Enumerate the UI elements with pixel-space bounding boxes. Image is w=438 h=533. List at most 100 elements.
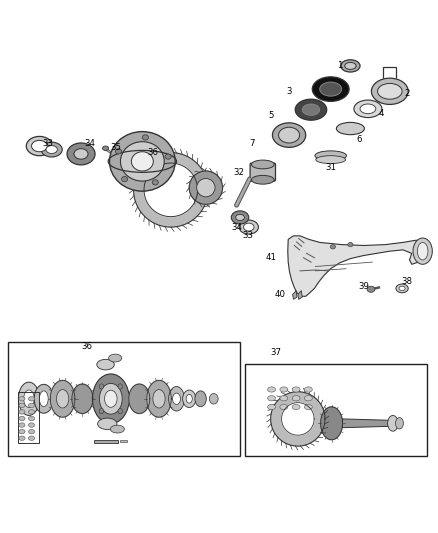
Ellipse shape	[272, 123, 306, 147]
Ellipse shape	[19, 430, 25, 434]
Bar	[245, 364, 427, 456]
Ellipse shape	[41, 142, 62, 157]
Ellipse shape	[280, 395, 288, 401]
Ellipse shape	[360, 104, 376, 114]
Ellipse shape	[183, 390, 196, 408]
Text: 33: 33	[42, 139, 54, 148]
Polygon shape	[282, 402, 314, 435]
Ellipse shape	[292, 387, 300, 392]
Ellipse shape	[279, 127, 300, 143]
Ellipse shape	[330, 245, 336, 249]
Ellipse shape	[28, 430, 35, 434]
Ellipse shape	[304, 387, 312, 392]
Ellipse shape	[99, 408, 104, 414]
Ellipse shape	[109, 354, 122, 362]
Text: 37: 37	[270, 348, 282, 357]
Ellipse shape	[231, 211, 249, 224]
Ellipse shape	[39, 391, 48, 407]
Ellipse shape	[34, 384, 53, 413]
Ellipse shape	[110, 425, 124, 433]
Ellipse shape	[26, 136, 53, 156]
Ellipse shape	[280, 405, 288, 410]
Polygon shape	[189, 171, 223, 204]
Polygon shape	[298, 290, 302, 300]
Ellipse shape	[320, 82, 342, 96]
Bar	[94, 440, 118, 443]
Ellipse shape	[341, 60, 360, 72]
Text: 2: 2	[405, 89, 410, 98]
Ellipse shape	[186, 394, 192, 403]
Ellipse shape	[169, 386, 184, 411]
Ellipse shape	[236, 214, 244, 221]
Ellipse shape	[102, 146, 109, 150]
Ellipse shape	[118, 384, 122, 389]
Text: 32: 32	[233, 168, 244, 177]
Ellipse shape	[153, 390, 165, 408]
Ellipse shape	[312, 77, 349, 101]
Ellipse shape	[195, 391, 206, 407]
Ellipse shape	[304, 395, 312, 401]
Ellipse shape	[152, 180, 159, 185]
Ellipse shape	[295, 99, 327, 120]
Polygon shape	[134, 152, 208, 227]
Text: 1: 1	[337, 61, 342, 69]
Ellipse shape	[19, 423, 25, 427]
Ellipse shape	[396, 284, 408, 293]
Ellipse shape	[304, 405, 312, 410]
Text: 39: 39	[358, 282, 369, 290]
Ellipse shape	[388, 415, 398, 431]
Ellipse shape	[92, 374, 129, 424]
Text: 38: 38	[402, 277, 413, 286]
Text: 40: 40	[275, 290, 286, 300]
Ellipse shape	[28, 436, 35, 440]
Ellipse shape	[18, 382, 39, 415]
Text: 36: 36	[148, 148, 159, 157]
Polygon shape	[129, 384, 150, 414]
Ellipse shape	[354, 100, 382, 118]
Ellipse shape	[98, 418, 117, 430]
Text: 33: 33	[242, 231, 253, 240]
Text: 7: 7	[249, 139, 254, 148]
Ellipse shape	[316, 156, 346, 164]
FancyBboxPatch shape	[250, 163, 276, 181]
Ellipse shape	[302, 104, 320, 115]
Ellipse shape	[74, 149, 88, 159]
Polygon shape	[343, 419, 389, 427]
Ellipse shape	[197, 179, 215, 197]
Ellipse shape	[336, 123, 364, 135]
Text: 5: 5	[269, 111, 274, 120]
Ellipse shape	[292, 395, 300, 401]
Polygon shape	[72, 384, 93, 414]
Text: 41: 41	[265, 253, 276, 262]
Bar	[18, 392, 39, 442]
Ellipse shape	[345, 62, 356, 69]
Ellipse shape	[46, 146, 57, 154]
Polygon shape	[50, 381, 75, 417]
Bar	[8, 342, 240, 456]
Polygon shape	[288, 236, 429, 296]
Text: 36: 36	[81, 342, 92, 351]
Ellipse shape	[19, 403, 25, 408]
Ellipse shape	[32, 140, 47, 152]
Ellipse shape	[67, 143, 95, 165]
Ellipse shape	[268, 405, 276, 410]
Ellipse shape	[28, 403, 35, 408]
Ellipse shape	[367, 286, 375, 292]
Ellipse shape	[121, 176, 127, 182]
Ellipse shape	[97, 359, 114, 370]
Ellipse shape	[19, 397, 25, 401]
Text: 6: 6	[357, 135, 362, 144]
Ellipse shape	[251, 175, 274, 184]
Ellipse shape	[396, 418, 403, 429]
Ellipse shape	[417, 243, 428, 260]
Ellipse shape	[268, 387, 276, 392]
Ellipse shape	[28, 410, 35, 414]
Ellipse shape	[24, 390, 34, 408]
Ellipse shape	[19, 416, 25, 421]
Ellipse shape	[244, 223, 254, 231]
Ellipse shape	[239, 220, 258, 234]
Ellipse shape	[315, 151, 346, 160]
Text: 4: 4	[378, 109, 384, 118]
Ellipse shape	[280, 387, 288, 392]
Ellipse shape	[292, 405, 300, 410]
